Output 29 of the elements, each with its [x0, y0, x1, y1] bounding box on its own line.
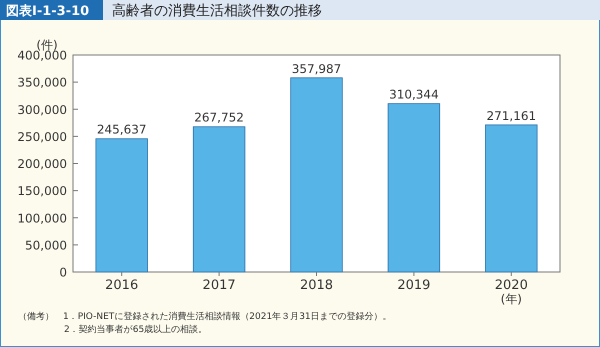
chart-subtitle: 高齢者の消費生活相談件数の推移	[112, 3, 322, 19]
y-tick-label: 300,000	[17, 102, 67, 117]
chart-title: 図表Ⅰ-1-3-10	[6, 4, 90, 19]
bar	[485, 124, 538, 272]
y-tick-label: 100,000	[17, 211, 67, 226]
text: （備考） 1．PIO-NETに登録された消費生活相談情報（2021年３月31日までの登録分）。	[18, 311, 392, 322]
data-label: 245,637	[96, 122, 147, 137]
y-tick-label: 150,000	[17, 184, 67, 198]
bar	[192, 126, 246, 272]
x-tick-label: 2016	[105, 278, 138, 293]
y-tick-label: 250,000	[17, 130, 67, 144]
x-tick-label: 2019	[397, 278, 430, 293]
y-axis-title: (件)	[36, 38, 58, 52]
bar	[95, 138, 148, 272]
data-label: 267,752	[194, 110, 244, 125]
y-tick-label: 0	[59, 266, 67, 280]
data-label: 357,987	[292, 62, 342, 76]
data-label: 310,344	[389, 88, 439, 102]
text: 2．契約当事者が65歳以上の相談。	[64, 324, 208, 335]
y-tick-label: 50,000	[25, 238, 67, 252]
y-tick-label: 200,000	[17, 157, 67, 171]
bar	[290, 77, 343, 272]
bar	[388, 103, 440, 272]
x-tick-label: 2020	[494, 278, 528, 293]
y-tick-label: 350,000	[17, 76, 67, 90]
x-tick-label: 2017	[202, 278, 236, 293]
x-axis-title: (年)	[500, 292, 522, 306]
x-tick-label: 2018	[300, 278, 334, 293]
data-label: 271,161	[486, 108, 536, 123]
